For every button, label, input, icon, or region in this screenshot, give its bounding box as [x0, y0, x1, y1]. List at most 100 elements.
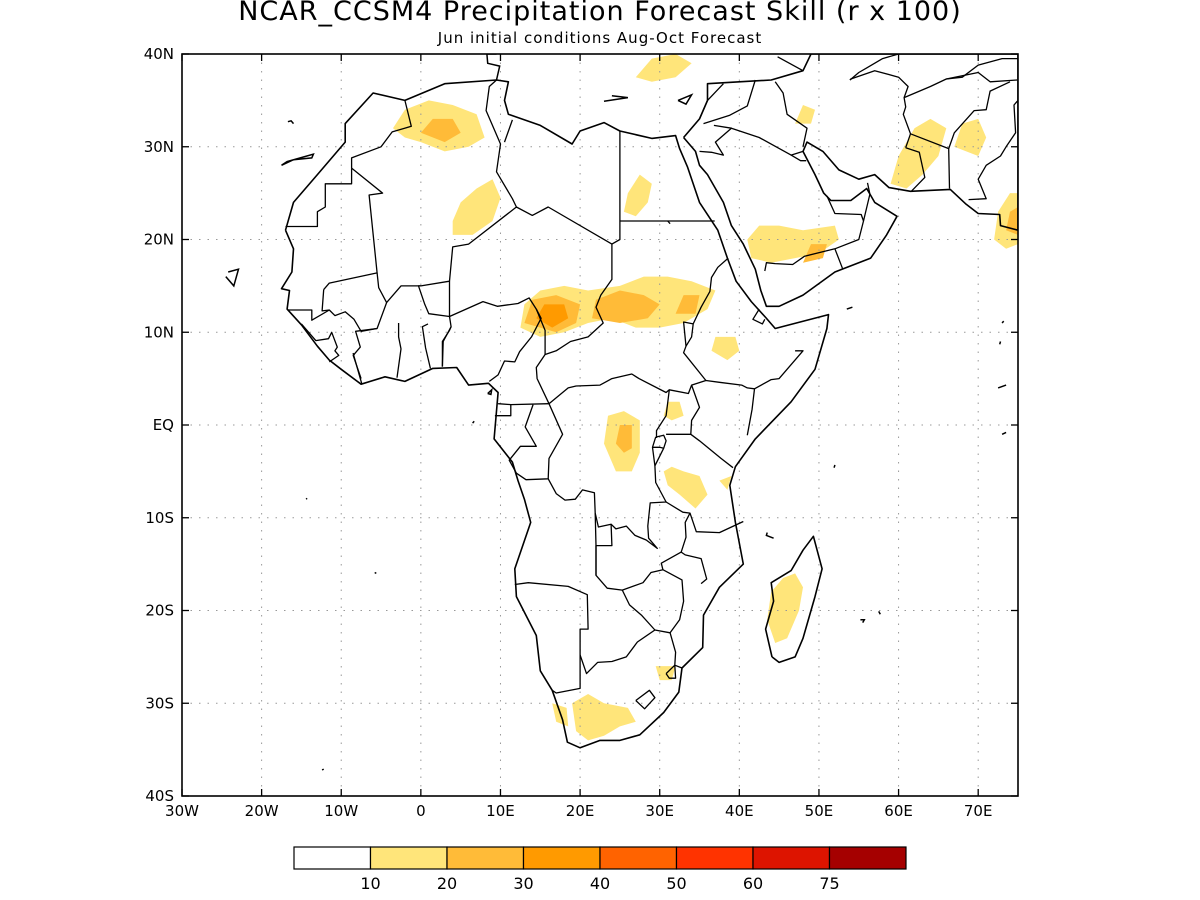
- country-border: [449, 297, 542, 382]
- x-tick-label: 50E: [805, 802, 834, 820]
- x-tick-label: 10E: [486, 802, 515, 820]
- island-coastline: [860, 619, 866, 623]
- island-coastline: [305, 497, 308, 500]
- country-border: [285, 168, 353, 228]
- country-border: [441, 326, 452, 367]
- country-border: [441, 316, 452, 367]
- colorbar-label: 60: [743, 874, 763, 893]
- colorbar-label: 20: [437, 874, 457, 893]
- skill-region-anatolia: [635, 54, 692, 82]
- country-border: [667, 220, 671, 225]
- country-border: [731, 127, 804, 156]
- country-border: [665, 501, 744, 534]
- skill-region-egypt-west: [623, 174, 652, 217]
- country-border: [654, 434, 667, 467]
- skill-region-maghreb-core: [420, 118, 461, 143]
- y-tick-label: 10N: [144, 323, 174, 341]
- country-border: [654, 569, 685, 634]
- colorbar-swatch: [828, 846, 907, 870]
- island-coastline: [677, 93, 694, 106]
- country-border: [968, 99, 1018, 201]
- country-border: [352, 352, 363, 385]
- country-border: [705, 379, 756, 436]
- coastlines-and-borders: [225, 54, 1018, 771]
- island-coastline: [997, 384, 1007, 389]
- y-tick-label: 10S: [145, 509, 174, 527]
- colorbar-swatch: [293, 846, 372, 870]
- x-tick-label: 20W: [245, 802, 279, 820]
- island-coastline: [486, 54, 501, 81]
- skill-region-madagascar: [767, 573, 803, 643]
- x-tick-label: 70E: [964, 802, 993, 820]
- country-border: [690, 384, 701, 435]
- x-tick-label: 20E: [566, 802, 595, 820]
- country-border: [352, 327, 378, 379]
- country-border: [514, 582, 589, 694]
- skill-region-tanzania-east: [719, 476, 732, 490]
- x-tick-label: 40E: [725, 802, 754, 820]
- country-border: [321, 289, 388, 332]
- coastline: [682, 54, 1018, 308]
- country-border: [287, 309, 330, 321]
- country-border: [635, 689, 656, 710]
- country-border: [508, 404, 537, 474]
- country-border: [849, 70, 912, 148]
- x-tick-label: 10W: [324, 802, 358, 820]
- country-border: [703, 79, 756, 125]
- y-tick-label: 30S: [145, 694, 174, 712]
- colorbar-swatch: [446, 846, 525, 870]
- chart-title: NCAR_CCSM4 Precipitation Forecast Skill …: [238, 0, 962, 27]
- colorbar-label: 10: [360, 874, 380, 893]
- x-tick-label: 0: [416, 802, 426, 820]
- y-tick-label: 40S: [145, 787, 174, 805]
- island-coastline: [846, 306, 853, 310]
- country-border: [669, 632, 683, 669]
- lat-lon-grid: [182, 54, 1018, 796]
- island-coastline: [833, 464, 836, 468]
- country-border: [503, 119, 514, 143]
- country-border: [862, 182, 871, 222]
- country-border: [594, 513, 597, 576]
- chart-subtitle: Jun initial conditions Aug-Oct Forecast: [437, 29, 763, 47]
- country-border: [754, 350, 804, 390]
- y-tick-label: 20N: [144, 231, 174, 249]
- coastline: [764, 535, 823, 664]
- colorbar: 10 20 30 40 50 60 75: [293, 846, 907, 893]
- country-border: [849, 54, 899, 81]
- country-border: [350, 100, 412, 169]
- island-coastline: [321, 768, 325, 771]
- country-border: [665, 664, 677, 679]
- country-border: [698, 83, 724, 120]
- country-border: [834, 248, 844, 270]
- island-coastline: [472, 420, 475, 424]
- skill-region-sahel-chad-core: [536, 304, 569, 328]
- country-border: [652, 446, 664, 449]
- colorbar-swatch: [599, 846, 678, 870]
- island-coastline: [374, 571, 377, 575]
- country-border: [396, 323, 402, 378]
- island-coastline: [487, 387, 493, 396]
- country-border: [611, 131, 621, 245]
- country-border: [948, 81, 1011, 149]
- country-border: [774, 81, 808, 147]
- country-border: [516, 403, 564, 481]
- skill-shading: [393, 54, 1018, 741]
- country-border: [905, 147, 926, 192]
- skill-region-tanzania: [663, 466, 708, 509]
- skill-region-pakistan-east: [954, 118, 987, 156]
- skill-region-south-africa: [572, 694, 636, 741]
- country-border: [777, 56, 804, 72]
- country-border: [655, 389, 670, 438]
- country-border: [535, 308, 546, 355]
- island-coastline: [1001, 431, 1007, 435]
- island-coastline: [1001, 320, 1005, 324]
- skill-region-algeria-niger: [452, 179, 501, 235]
- colorbar-swatch: [675, 846, 754, 870]
- skill-region-uganda: [663, 401, 684, 421]
- country-border: [579, 589, 656, 675]
- y-tick-label: 20S: [145, 602, 174, 620]
- x-tick-label: 60E: [884, 802, 913, 820]
- country-border: [680, 512, 708, 585]
- country-border: [300, 323, 340, 363]
- skill-region-congo-east-core: [615, 425, 632, 453]
